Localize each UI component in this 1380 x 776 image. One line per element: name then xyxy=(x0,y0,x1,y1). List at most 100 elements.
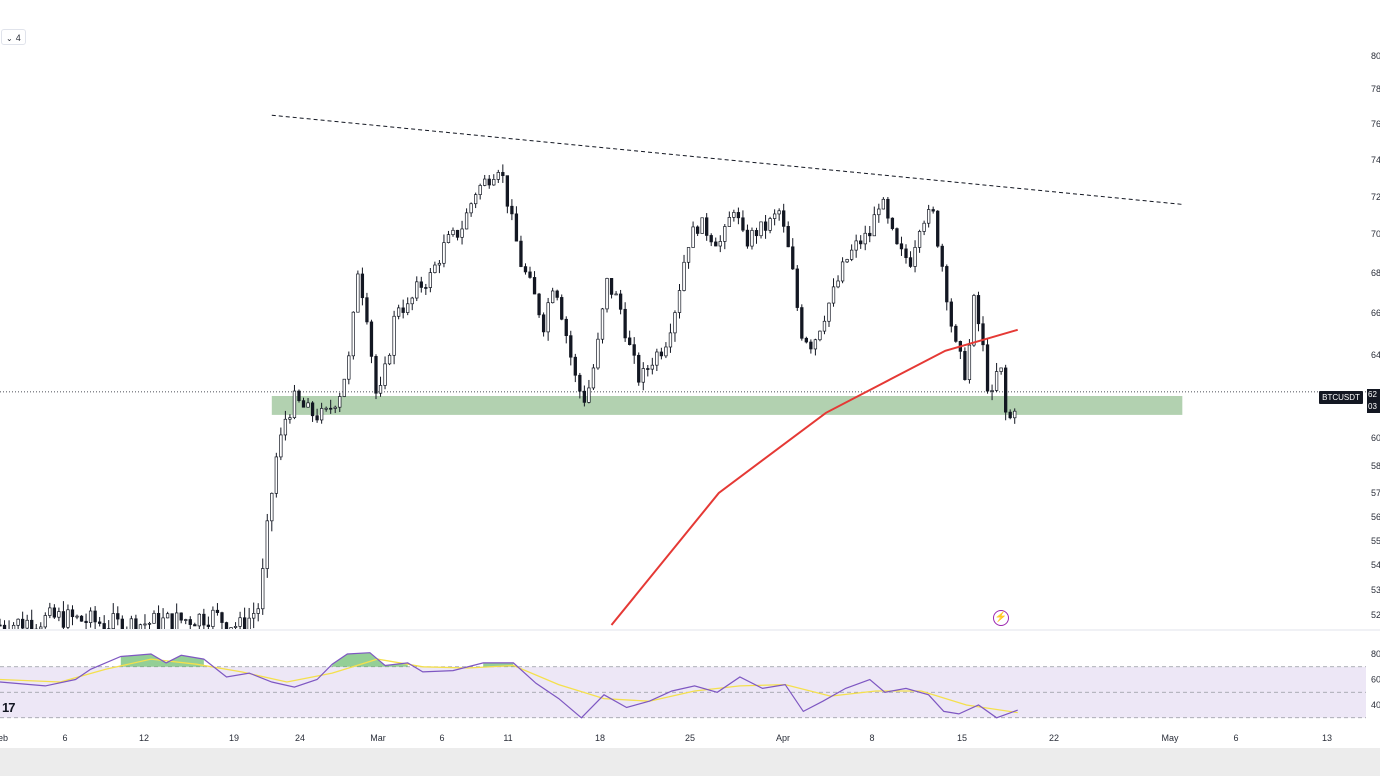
candle-body-155 xyxy=(700,217,704,234)
candle-body-114 xyxy=(514,213,519,242)
candle-body-105 xyxy=(474,194,478,205)
time-tick-8: 18 xyxy=(595,733,605,743)
candle-body-111 xyxy=(501,172,505,177)
candle-body-167 xyxy=(754,230,759,237)
candle-body-159 xyxy=(718,241,722,247)
candle-body-161 xyxy=(727,217,731,227)
tradingview-logo: 17 xyxy=(2,700,16,715)
rsi-tick-0: 80 xyxy=(1371,649,1380,659)
candle-body-21 xyxy=(93,610,97,623)
candle-body-139 xyxy=(628,337,632,345)
candle-body-102 xyxy=(460,228,464,238)
candle-body-127 xyxy=(573,356,577,376)
lightning-icon[interactable]: ⚡ xyxy=(993,610,1009,626)
candle-body-35 xyxy=(156,612,161,629)
candle-body-120 xyxy=(541,314,546,333)
candle-body-26 xyxy=(116,613,120,620)
candle-body-43 xyxy=(193,624,197,627)
candle-body-76 xyxy=(342,378,346,397)
price-tick-8: 64 xyxy=(1371,350,1380,360)
candle-body-193 xyxy=(872,214,876,237)
candle-body-121 xyxy=(546,302,550,333)
candle-body-64 xyxy=(288,417,292,420)
candle-body-54 xyxy=(242,617,247,629)
candle-body-30 xyxy=(134,618,138,629)
candle-body-49 xyxy=(220,612,224,623)
candle-body-107 xyxy=(483,178,487,186)
candle-body-202 xyxy=(913,247,917,267)
time-tick-13: 22 xyxy=(1049,733,1059,743)
candle-body-37 xyxy=(165,613,170,619)
price-tick-4: 72 xyxy=(1371,192,1380,202)
candle-body-180 xyxy=(813,339,818,350)
candle-body-25 xyxy=(111,613,115,629)
candle-body-47 xyxy=(211,609,215,627)
candle-body-175 xyxy=(791,246,795,270)
candle-body-152 xyxy=(686,247,691,263)
candle-body-34 xyxy=(152,612,156,624)
candle-body-124 xyxy=(560,297,564,320)
candle-body-219 xyxy=(990,390,994,392)
candle-body-22 xyxy=(98,621,102,624)
candle-body-178 xyxy=(804,337,808,343)
candle-body-2 xyxy=(8,630,11,633)
candle-body-67 xyxy=(301,400,306,408)
candle-body-40 xyxy=(179,612,183,621)
chevron-down-icon: ⌄ xyxy=(6,34,13,43)
candle-body-172 xyxy=(777,210,781,215)
candle-body-204 xyxy=(922,222,926,232)
candle-body-222 xyxy=(1004,367,1008,413)
candle-body-141 xyxy=(637,354,641,383)
candle-body-36 xyxy=(161,617,165,629)
candle-body-69 xyxy=(310,402,315,417)
candle-body-187 xyxy=(845,259,849,263)
candle-body-115 xyxy=(519,240,523,267)
chart-stage[interactable]: 8078767472706866646260585756555453528060… xyxy=(0,0,1380,748)
candle-body-200 xyxy=(904,248,908,259)
candle-body-60 xyxy=(270,492,274,522)
candle-body-203 xyxy=(917,231,922,248)
price-tick-14: 55 xyxy=(1371,536,1380,546)
trendline-layer xyxy=(271,114,1183,205)
candle-body-96 xyxy=(433,264,437,273)
candle-body-140 xyxy=(632,344,636,356)
candle-body-59 xyxy=(265,520,269,569)
candle-body-183 xyxy=(827,302,831,322)
candle-body-163 xyxy=(736,212,741,219)
candle-body-100 xyxy=(451,229,455,235)
candle-body-87 xyxy=(392,315,396,356)
candle-body-192 xyxy=(868,232,872,237)
candle-body-90 xyxy=(406,303,410,313)
candle-body-104 xyxy=(469,203,473,214)
resistance-trendline xyxy=(271,114,1183,205)
rsi-tick-1: 60 xyxy=(1371,675,1380,685)
candle-body-79 xyxy=(356,273,360,313)
candle-body-214 xyxy=(967,344,972,380)
candle-body-15 xyxy=(66,609,70,628)
candle-body-191 xyxy=(863,232,867,245)
last-price-line2: 03 xyxy=(1368,402,1377,411)
rsi-background xyxy=(0,629,1380,719)
candle-body-19 xyxy=(84,620,88,624)
candle-body-176 xyxy=(795,268,799,308)
time-tick-12: 15 xyxy=(957,733,967,743)
price-tick-2: 76 xyxy=(1371,119,1380,129)
candlestick-chart[interactable]: 8078767472706866646260585756555453528060… xyxy=(0,0,1380,748)
interval-button[interactable]: ⌄ 4 xyxy=(1,29,26,45)
candle-body-128 xyxy=(578,374,582,392)
price-tick-1: 78 xyxy=(1371,84,1380,94)
rsi-line xyxy=(0,652,1018,719)
candle-body-156 xyxy=(705,217,709,236)
candle-body-4 xyxy=(16,618,20,626)
candle-body-72 xyxy=(324,407,328,410)
rsi-signal-line xyxy=(0,658,1018,714)
candle-body-118 xyxy=(532,277,537,295)
candle-body-179 xyxy=(809,341,813,350)
candle-body-165 xyxy=(745,229,750,247)
candle-body-221 xyxy=(999,367,1003,372)
candle-body-171 xyxy=(772,213,777,219)
candle-body-207 xyxy=(936,210,940,247)
candle-body-42 xyxy=(188,619,192,625)
candle-body-126 xyxy=(569,335,573,358)
candle-body-41 xyxy=(184,619,188,621)
